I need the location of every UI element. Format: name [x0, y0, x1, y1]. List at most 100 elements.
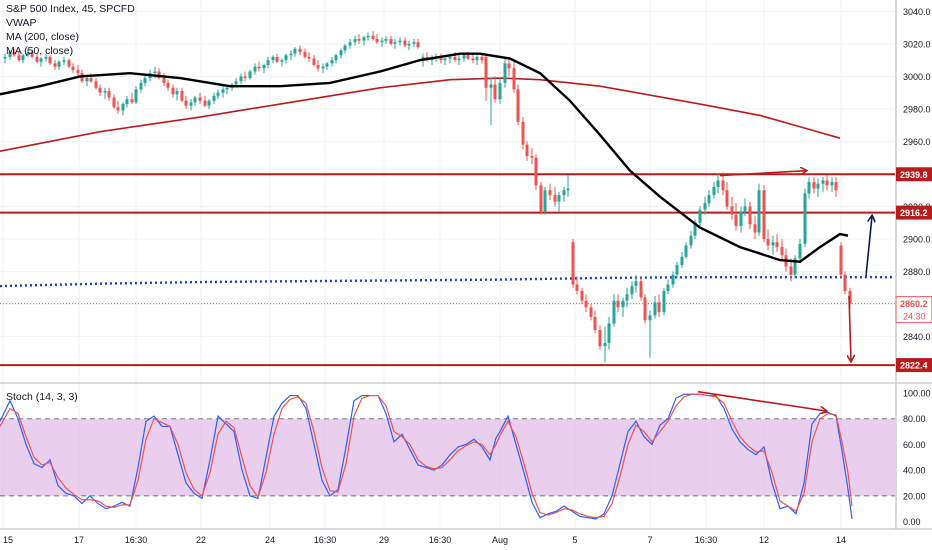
- time-tick-label: 16:30: [125, 535, 148, 545]
- candle-body: [439, 56, 443, 61]
- candle-body: [380, 40, 384, 43]
- candle-body: [712, 186, 716, 196]
- candle-body: [334, 55, 338, 61]
- time-tick-label: 16:30: [695, 535, 718, 545]
- candle-body: [843, 274, 847, 291]
- bar-countdown-label: 24:30: [903, 312, 926, 322]
- price-tick-label: 2980.0: [903, 104, 931, 114]
- candle-body: [289, 53, 293, 56]
- stoch-legend: Stoch (14, 3, 3): [6, 390, 78, 404]
- candle-body: [262, 65, 266, 69]
- candle-body: [339, 50, 343, 56]
- legend-ma200: MA (200, close): [6, 31, 79, 43]
- last-price-badge: [895, 296, 932, 324]
- candle-body: [575, 284, 579, 291]
- candle-body: [825, 180, 829, 186]
- legend-vwap: VWAP: [6, 17, 37, 29]
- time-tick-label: 29: [379, 535, 389, 545]
- candle-body: [139, 82, 143, 90]
- candle-body: [593, 316, 597, 330]
- candle-body: [607, 323, 611, 343]
- candle-body: [284, 55, 288, 61]
- candle-body: [307, 56, 311, 59]
- candle-body: [603, 342, 607, 347]
- candle-body: [521, 121, 525, 145]
- candle-body: [793, 258, 797, 275]
- candle-body: [534, 157, 538, 186]
- time-tick-label: 22: [196, 535, 206, 545]
- level-price-badge: [896, 205, 932, 220]
- candle-body: [625, 294, 629, 301]
- candle-body: [243, 76, 247, 79]
- candle-body: [762, 190, 766, 239]
- candle-body: [44, 56, 48, 59]
- price-tick-label: 2960.0: [903, 137, 931, 147]
- candle-body: [471, 58, 475, 61]
- candle-body: [816, 183, 820, 189]
- stoch-tick-label: 40.00: [903, 466, 926, 476]
- candle-body: [375, 39, 379, 43]
- candle-body: [189, 102, 193, 106]
- candle-body: [184, 100, 188, 106]
- candle-body: [393, 42, 397, 44]
- chart-title: S&P 500 Index, 45, SPCFD: [6, 3, 135, 15]
- candle-body: [225, 87, 229, 90]
- candle-body: [634, 281, 638, 287]
- bearish-arrow: [849, 295, 851, 361]
- candle-body: [85, 78, 89, 82]
- candle-body: [725, 190, 729, 207]
- candle-body: [780, 247, 784, 256]
- candle-body: [671, 274, 675, 285]
- candle-body: [8, 52, 12, 57]
- candle-body: [698, 209, 702, 223]
- candle-body: [748, 206, 752, 225]
- stoch-d-line: [0, 393, 853, 519]
- candle-body: [516, 89, 520, 122]
- candle-body: [253, 66, 257, 72]
- candle-body: [343, 45, 347, 51]
- candle-body: [639, 281, 643, 298]
- price-tick-label: 2880.0: [903, 267, 931, 277]
- candle-body: [216, 92, 220, 96]
- candle-body: [707, 195, 711, 204]
- candle-body: [234, 81, 238, 85]
- time-tick-label: 24: [265, 535, 275, 545]
- candle-body: [62, 60, 66, 62]
- candle-body: [798, 243, 802, 259]
- candle-body: [53, 63, 57, 67]
- stoch-divergence-arrow: [697, 390, 826, 411]
- price-tick-label: 2900.0: [903, 234, 931, 244]
- candle-body: [548, 190, 552, 196]
- candle-body: [789, 266, 793, 275]
- candle-body: [134, 89, 138, 103]
- candle-body: [266, 60, 270, 66]
- candle-body: [648, 315, 652, 321]
- time-tick-label: 12: [759, 535, 769, 545]
- candle-body: [475, 56, 479, 61]
- candle-body: [766, 238, 770, 246]
- level-price-label: 2822.4: [900, 361, 928, 371]
- candle-body: [693, 222, 697, 236]
- candle-body: [730, 206, 734, 215]
- candle-body: [316, 65, 320, 69]
- candle-body: [571, 242, 575, 285]
- candle-body: [3, 56, 7, 59]
- price-legend: S&P 500 Index, 45, SPCFD VWAP MA (200, c…: [6, 2, 135, 58]
- candle-body: [357, 39, 361, 41]
- candle-body: [403, 40, 407, 46]
- price-divergence-arrow: [719, 171, 806, 177]
- candle-body: [834, 182, 838, 191]
- candle-body: [353, 39, 357, 43]
- level-price-label: 2916.2: [900, 208, 928, 218]
- last-price-label: 2860.2: [900, 299, 928, 309]
- candle-body: [116, 107, 120, 111]
- time-tick-label: 5: [572, 535, 577, 545]
- candle-body: [293, 48, 297, 54]
- stoch-tick-label: 100.00: [903, 389, 931, 399]
- candle-body: [653, 302, 657, 316]
- candle-body: [107, 91, 111, 98]
- candle-body: [457, 58, 461, 61]
- candle-body: [753, 224, 757, 233]
- time-tick-label: 7: [647, 535, 652, 545]
